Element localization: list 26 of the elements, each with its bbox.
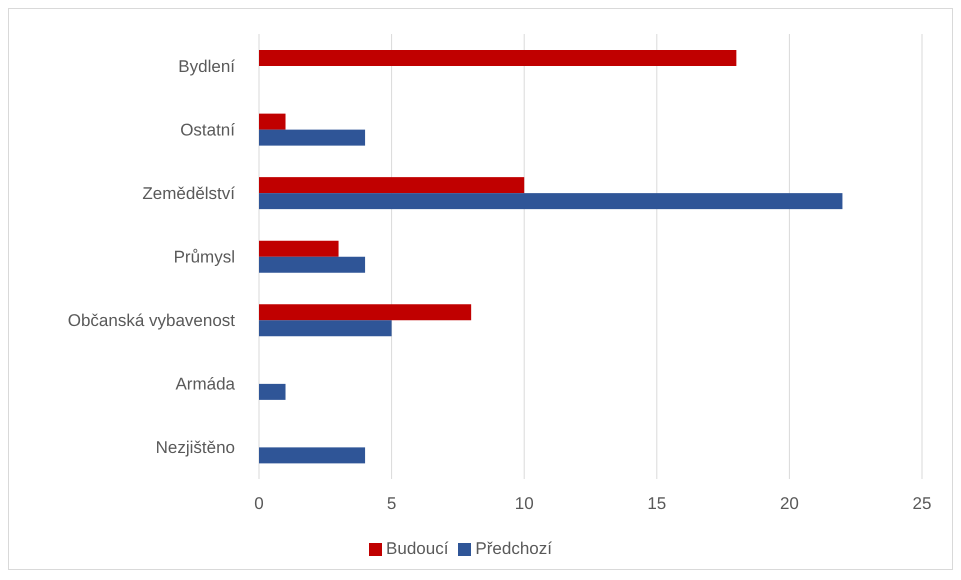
- x-tick-label: 20: [780, 494, 799, 514]
- bar: [259, 130, 366, 146]
- x-tick-label: 5: [386, 494, 396, 514]
- x-tick-label: 0: [254, 494, 264, 514]
- bar: [259, 384, 286, 400]
- y-tick-label: Zemědělství: [142, 184, 236, 203]
- bar: [259, 320, 392, 336]
- y-tick-label: Nezjištěno: [156, 438, 235, 458]
- y-tick-label: Bydlení: [178, 56, 236, 76]
- x-tick-label: 10: [514, 494, 534, 514]
- legend-label: Budoucí: [386, 539, 448, 558]
- x-tick-label: 25: [912, 494, 932, 514]
- bar: [259, 256, 366, 273]
- y-tick-label: Armáda: [175, 374, 236, 394]
- y-tick-label: Ostatní: [180, 120, 236, 140]
- x-tick-label: 15: [647, 494, 666, 514]
- bar: [259, 177, 524, 194]
- bar: [259, 50, 736, 66]
- bar: [259, 114, 286, 130]
- y-tick-label: Průmysl: [174, 248, 235, 267]
- legend-label: Předchozí: [475, 539, 552, 558]
- y-tick-label: Občanská vybavenost: [68, 311, 236, 330]
- bar: [259, 447, 366, 464]
- bar: [259, 240, 339, 257]
- bar: [259, 193, 842, 210]
- bar: [259, 304, 472, 320]
